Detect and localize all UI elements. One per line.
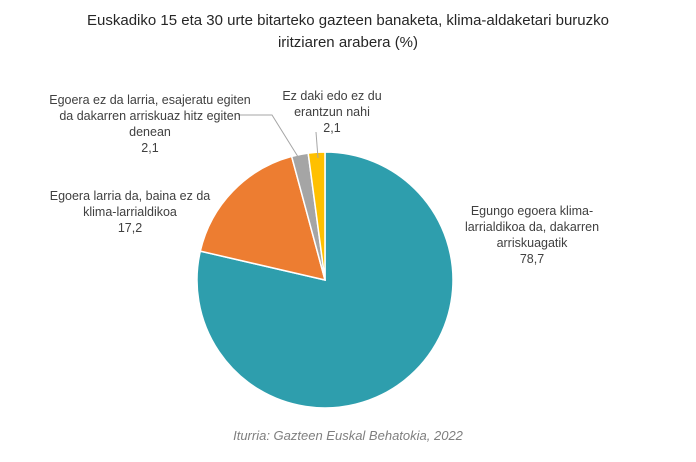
slice-label-line: Ez daki edo ez du [282, 89, 381, 103]
slice-value-2: 17,2 [118, 221, 142, 235]
chart-title-line-2: iritziaren arabera (%) [277, 34, 419, 51]
leader-line-3 [238, 114, 301, 161]
slice-label-4: Ez daki edo ez du erantzun nahi 2,1 [282, 89, 381, 135]
chart-title-line-1: Euskadiko 15 eta 30 urte bitarteko gazte… [87, 12, 609, 29]
leader-line-4 [315, 131, 319, 159]
slice-label-3: Egoera ez da larria, esajeratu egiten da … [49, 93, 251, 155]
slice-label-line: Egoera ez da larria, esajeratu egiten [49, 93, 251, 107]
slice-label-line: da dakarren arriskuaz hitz egiten [59, 109, 240, 123]
slice-label-line: klima-larrialdikoa [83, 205, 177, 219]
slice-value-1: 78,7 [520, 252, 544, 266]
slice-label-2: Egoera larria da, baina ez da klima-larri… [50, 189, 211, 235]
pie-slice-1 [196, 151, 454, 409]
slice-label-line: denean [129, 125, 171, 139]
chart-title: Euskadiko 15 eta 30 urte bitarteko gazte… [40, 10, 656, 54]
slice-value-4: 2,1 [323, 121, 340, 135]
pie-slice-4 [307, 151, 326, 281]
slice-value-3: 2,1 [141, 141, 158, 155]
slice-label-line: Egoera larria da, baina ez da [50, 189, 211, 203]
pie-slice-2 [199, 155, 327, 282]
slice-label-line: erantzun nahi [294, 105, 370, 119]
slice-label-1: Egungo egoera klima-larrialdikoa da, dak… [465, 204, 599, 266]
chart-source: Iturria: Gazteen Euskal Behatokia, 2022 [233, 428, 463, 443]
slice-label-line: larrialdikoa da, dakarren [465, 220, 599, 234]
slice-label-line: Egungo egoera klima- [471, 204, 593, 218]
slice-label-line: arriskuagatik [497, 236, 569, 250]
